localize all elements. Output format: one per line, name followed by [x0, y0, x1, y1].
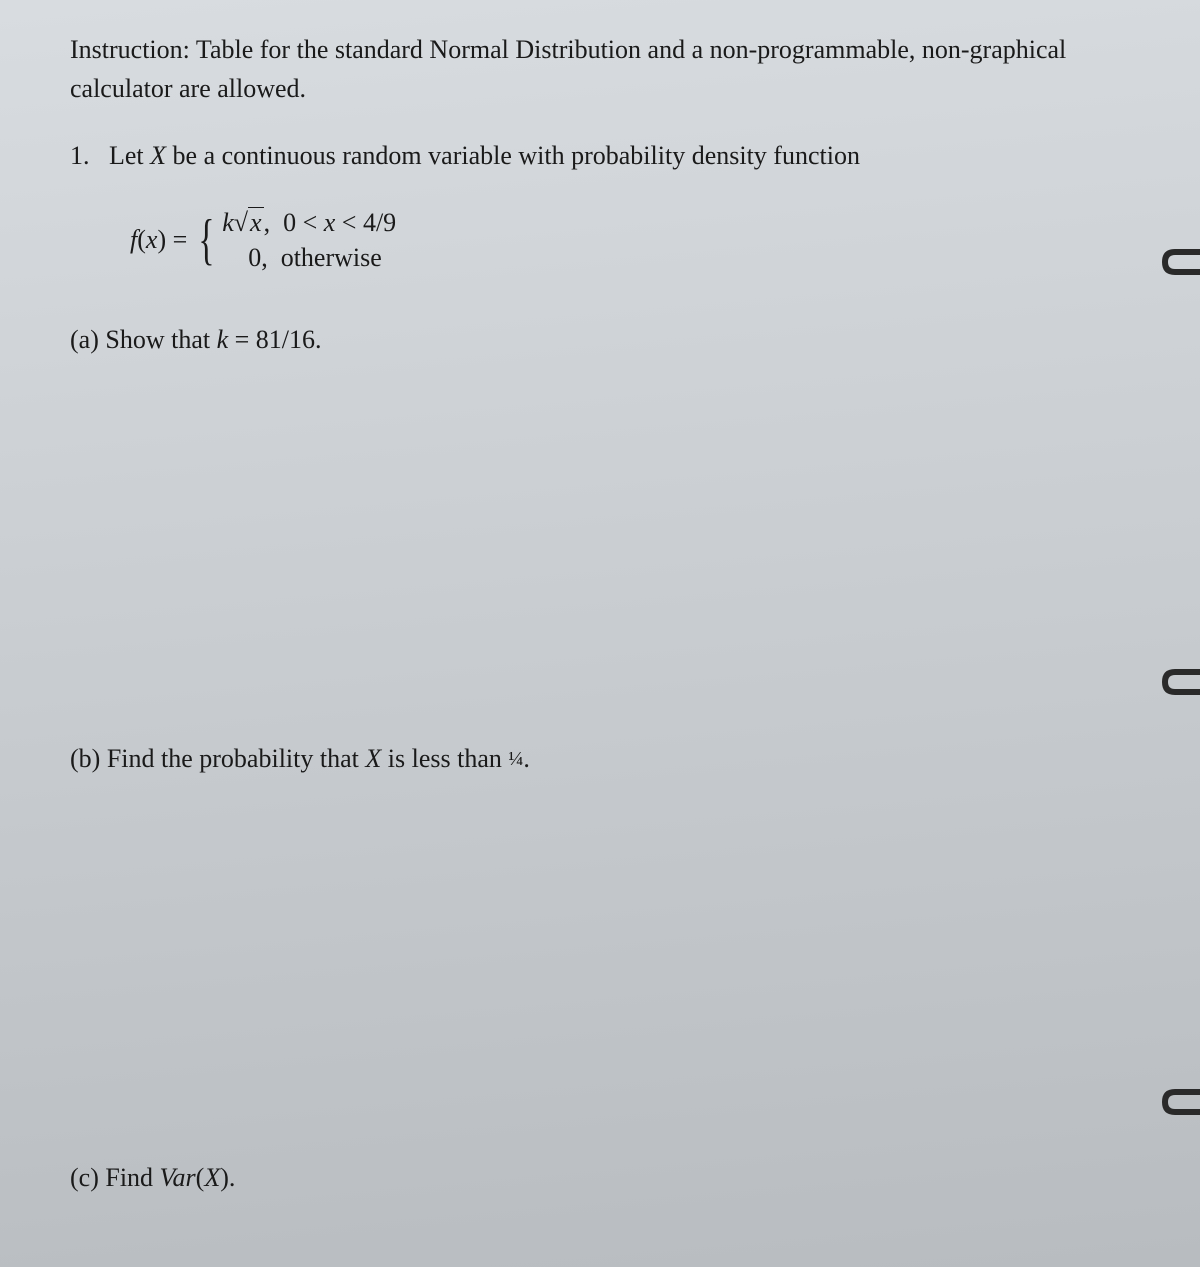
- pdf-zero: 0,: [248, 243, 268, 272]
- pdf-equation: f(x) = { k√x, 0 < x < 4/9 0, otherwise: [130, 205, 1130, 275]
- part-c-pre: Find: [105, 1163, 159, 1192]
- instruction-line: Instruction: Table for the standard Norm…: [70, 30, 1130, 108]
- question-intro-pre: Let: [109, 141, 150, 170]
- part-b-label: (b): [70, 744, 100, 773]
- question-number: 1.: [70, 141, 90, 170]
- part-b-frac: ¼: [508, 748, 523, 770]
- part-c-x: X: [204, 1163, 220, 1192]
- pdf-sep: ,: [264, 208, 271, 237]
- pdf-k: k: [222, 208, 234, 237]
- part-a: (a) Show that k = 81/16.: [70, 320, 1130, 359]
- binder-ring-icon: [1160, 1085, 1200, 1119]
- pdf-f: f: [130, 225, 137, 254]
- pdf-equals: =: [173, 225, 188, 254]
- part-b-post: .: [523, 744, 530, 773]
- pdf-cases: k√x, 0 < x < 4/9 0, otherwise: [222, 205, 396, 275]
- binder-ring-icon: [1160, 665, 1200, 699]
- instruction-text: Table for the standard Normal Distributi…: [70, 35, 1066, 103]
- part-c-post: .: [229, 1163, 236, 1192]
- question-intro-post: be a continuous random variable with pro…: [166, 141, 860, 170]
- binder-ring-icon: [1160, 245, 1200, 279]
- part-b-pre: Find the probability that: [107, 744, 366, 773]
- part-c-label: (c): [70, 1163, 99, 1192]
- pdf-cond2: otherwise: [281, 243, 382, 272]
- part-b-x: X: [365, 744, 381, 773]
- question-var-x: X: [150, 141, 166, 170]
- part-a-post: = 81/16.: [228, 325, 321, 354]
- pdf-sqrt-arg: x: [250, 208, 262, 237]
- part-a-k: k: [217, 325, 229, 354]
- part-b-mid: is less than: [381, 744, 508, 773]
- part-c-var: Var: [160, 1163, 196, 1192]
- instruction-label: Instruction:: [70, 35, 190, 64]
- pdf-cond1: 0 < x < 4/9: [283, 208, 396, 237]
- sqrt-icon: √x: [234, 205, 264, 240]
- part-a-label: (a): [70, 325, 99, 354]
- part-c-pclose: ): [220, 1163, 229, 1192]
- part-c: (c) Find Var(X).: [70, 1158, 1130, 1197]
- pdf-case1: k√x, 0 < x < 4/9: [222, 205, 396, 240]
- brace-icon: {: [199, 219, 215, 261]
- question-intro: 1. Let X be a continuous random variable…: [70, 136, 1130, 175]
- part-b: (b) Find the probability that X is less …: [70, 739, 1130, 778]
- pdf-x: x: [146, 225, 158, 254]
- pdf-case2: 0, otherwise: [222, 240, 396, 275]
- part-a-pre: Show that: [105, 325, 216, 354]
